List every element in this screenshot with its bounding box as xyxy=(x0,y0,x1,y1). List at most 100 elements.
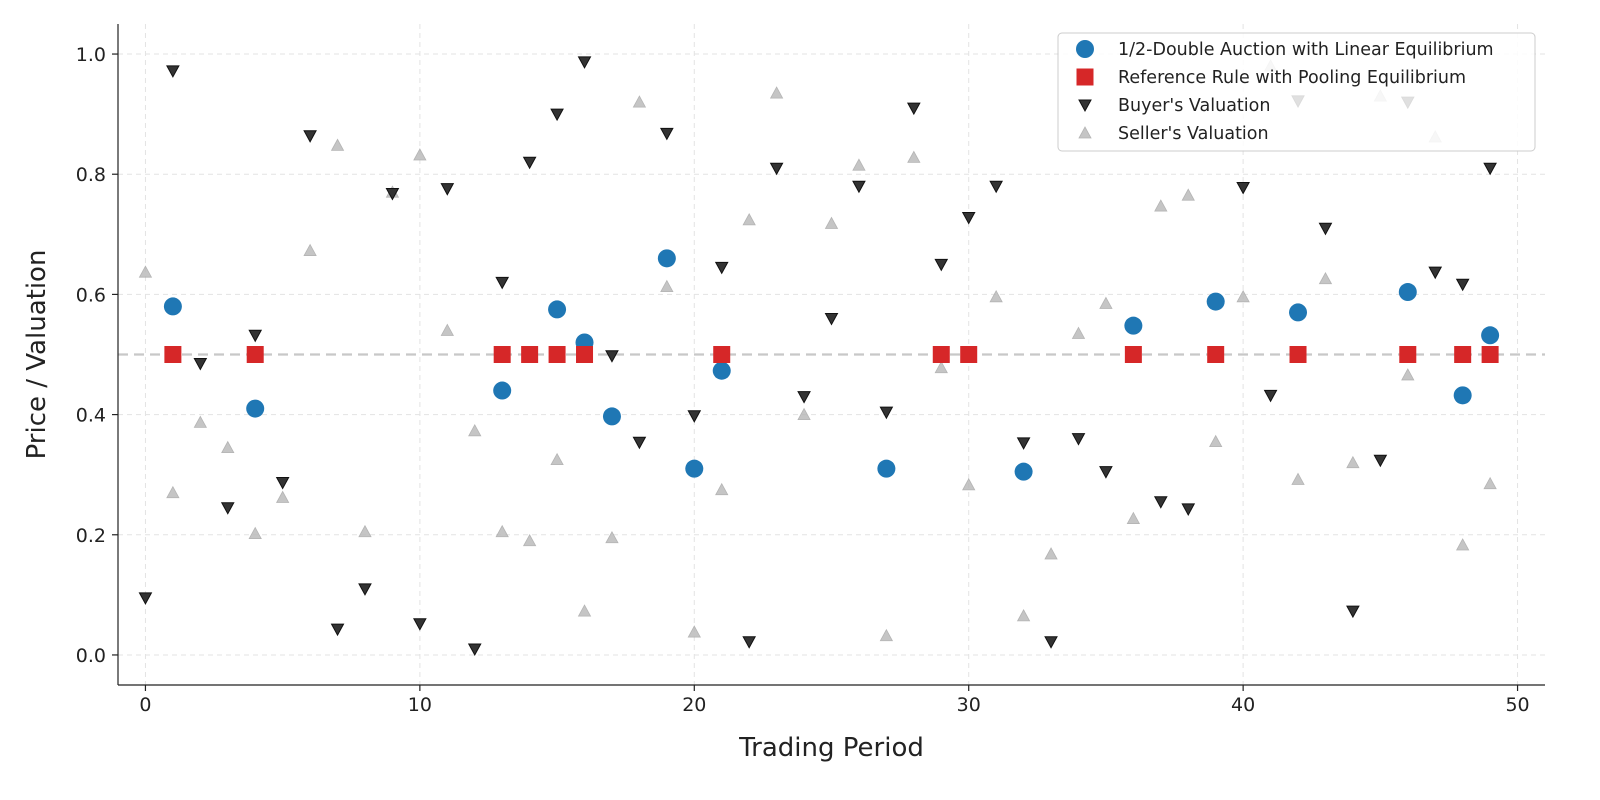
data-point xyxy=(769,86,784,99)
data-point xyxy=(1099,466,1113,479)
data-point xyxy=(877,459,896,478)
data-point xyxy=(548,300,567,319)
legend-box xyxy=(1057,32,1536,152)
data-point xyxy=(962,478,976,491)
data-point xyxy=(1483,162,1497,176)
x-tick-label: 50 xyxy=(1505,694,1529,716)
data-point xyxy=(1044,547,1058,560)
legend: 1/2-Double Auction with Linear Equilibri… xyxy=(1057,32,1536,152)
data-point xyxy=(1289,346,1307,363)
data-point xyxy=(660,279,674,292)
data-point xyxy=(1016,437,1031,450)
data-point xyxy=(907,150,921,163)
legend-label: 1/2-Double Auction with Linear Equilibri… xyxy=(1118,40,1494,60)
data-point xyxy=(1454,346,1472,363)
data-point xyxy=(413,148,427,161)
data-point xyxy=(246,399,265,418)
data-point xyxy=(1291,472,1305,485)
data-point xyxy=(1099,296,1113,309)
data-point xyxy=(1236,289,1250,303)
data-point xyxy=(493,381,512,400)
data-point xyxy=(358,524,372,538)
data-point xyxy=(852,180,866,194)
data-point xyxy=(989,289,1003,303)
data-point xyxy=(467,643,482,656)
data-point xyxy=(1071,433,1086,446)
data-point xyxy=(1481,326,1500,345)
data-point xyxy=(852,158,866,171)
data-point xyxy=(934,360,948,374)
x-axis-label: Trading Period xyxy=(738,733,924,763)
data-point xyxy=(193,358,208,371)
data-point xyxy=(1455,278,1470,292)
data-point xyxy=(657,249,676,268)
data-point xyxy=(797,391,811,404)
data-point xyxy=(879,406,894,420)
legend-marker xyxy=(1076,40,1094,58)
data-point xyxy=(303,243,317,256)
data-point xyxy=(742,636,757,649)
data-point xyxy=(1346,605,1360,619)
data-point xyxy=(1014,462,1033,481)
data-point xyxy=(1373,454,1388,468)
data-point xyxy=(824,312,839,326)
data-point xyxy=(960,346,978,363)
legend-marker xyxy=(1076,68,1094,86)
data-point xyxy=(1154,199,1168,212)
x-tick-label: 40 xyxy=(1231,694,1255,716)
data-point xyxy=(1181,503,1196,516)
data-point xyxy=(548,346,566,363)
legend-entry: Reference Rule with Pooling Equilibrium xyxy=(1076,68,1466,88)
data-point xyxy=(713,346,731,363)
data-point xyxy=(1124,316,1143,335)
data-point xyxy=(1401,368,1415,381)
data-point xyxy=(248,329,263,343)
data-point xyxy=(1318,222,1333,236)
data-point xyxy=(495,276,510,290)
data-point xyxy=(1044,636,1058,649)
data-point xyxy=(1346,455,1360,469)
data-point xyxy=(577,56,592,69)
data-point xyxy=(330,138,345,151)
data-point xyxy=(303,130,317,143)
data-point xyxy=(246,346,264,363)
data-point xyxy=(1289,303,1308,322)
data-point xyxy=(1455,538,1470,551)
data-point xyxy=(164,346,182,363)
legend-label: Buyer's Valuation xyxy=(1118,96,1270,116)
data-point xyxy=(1481,346,1499,363)
data-point xyxy=(685,459,704,478)
data-point xyxy=(358,583,372,596)
data-point xyxy=(712,361,731,380)
data-point xyxy=(989,180,1003,194)
data-point xyxy=(166,485,180,499)
series-triangle-down xyxy=(138,56,1497,656)
data-point xyxy=(1209,434,1223,448)
data-point xyxy=(275,490,290,503)
data-point xyxy=(687,625,701,638)
data-point xyxy=(468,423,482,437)
data-point xyxy=(493,346,511,363)
data-point xyxy=(1207,346,1225,363)
data-point xyxy=(521,346,539,363)
data-point xyxy=(687,410,702,423)
data-point xyxy=(605,350,619,363)
data-point xyxy=(220,502,235,515)
data-point xyxy=(632,436,647,450)
data-point xyxy=(495,524,509,538)
x-tick-label: 30 xyxy=(957,694,981,716)
legend-marker xyxy=(1078,126,1092,139)
data-point xyxy=(797,407,811,420)
data-point xyxy=(193,415,208,428)
data-point xyxy=(715,482,729,496)
data-point xyxy=(1318,271,1333,285)
data-point xyxy=(577,604,592,617)
data-point xyxy=(660,127,674,141)
legend-entry: Buyer's Valuation xyxy=(1078,96,1270,116)
data-point xyxy=(138,265,153,278)
x-tick-label: 0 xyxy=(139,694,151,716)
data-point xyxy=(1398,283,1417,302)
data-point xyxy=(221,440,235,454)
data-point xyxy=(1236,181,1250,195)
